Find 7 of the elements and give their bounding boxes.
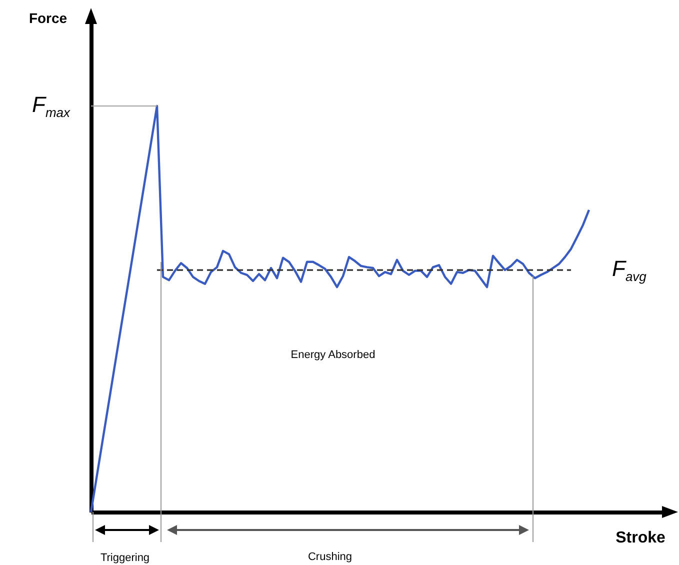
text: Triggering: [100, 552, 150, 564]
ref-line-label: F$_{max}$: [32, 92, 70, 120]
annotation: Energy Absorbed: [290, 349, 376, 361]
x-axis-title: Stroke: [616, 530, 666, 546]
ref-line-label: F$_{avg}$: [612, 256, 646, 284]
text: Crushing: [308, 551, 352, 563]
text: Force: [28, 10, 68, 26]
